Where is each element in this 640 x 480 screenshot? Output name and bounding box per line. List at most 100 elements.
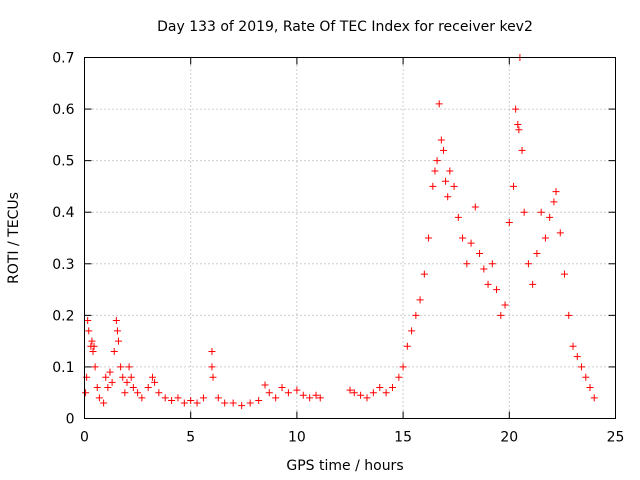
data-point bbox=[444, 193, 452, 201]
data-point bbox=[229, 399, 237, 407]
data-point bbox=[255, 396, 263, 404]
data-point bbox=[138, 394, 146, 402]
data-point bbox=[246, 399, 254, 407]
data-point bbox=[420, 270, 428, 278]
data-point bbox=[357, 391, 365, 399]
data-point bbox=[199, 394, 207, 402]
data-point bbox=[518, 146, 526, 154]
data-point bbox=[316, 394, 324, 402]
data-point bbox=[151, 378, 159, 386]
data-point bbox=[431, 167, 439, 175]
data-point bbox=[127, 373, 135, 381]
data-point bbox=[293, 386, 301, 394]
data-point bbox=[520, 208, 528, 216]
data-point bbox=[541, 234, 549, 242]
data-point bbox=[459, 234, 467, 242]
data-point bbox=[346, 386, 354, 394]
data-point bbox=[106, 368, 114, 376]
data-point bbox=[550, 198, 558, 206]
data-point bbox=[476, 249, 484, 257]
data-point bbox=[209, 373, 217, 381]
data-point bbox=[388, 384, 396, 392]
data-point bbox=[446, 167, 454, 175]
y-tick-label: 0.7 bbox=[52, 51, 74, 67]
data-point bbox=[537, 208, 545, 216]
y-tick-label: 0.6 bbox=[52, 102, 74, 118]
data-point bbox=[578, 363, 586, 371]
data-point bbox=[193, 399, 201, 407]
data-point bbox=[433, 157, 441, 165]
data-point bbox=[412, 311, 420, 319]
data-point bbox=[180, 399, 188, 407]
x-tick-label: 15 bbox=[394, 430, 412, 446]
y-tick-label: 0.4 bbox=[52, 205, 74, 221]
x-tick-label: 5 bbox=[186, 430, 195, 446]
data-point bbox=[312, 391, 320, 399]
x-tick-label: 20 bbox=[500, 430, 518, 446]
data-point bbox=[284, 389, 292, 397]
data-point bbox=[573, 353, 581, 361]
data-point bbox=[306, 394, 314, 402]
y-axis-label: ROTI / TECUs bbox=[6, 192, 22, 284]
x-tick-label: 0 bbox=[80, 430, 89, 446]
data-point bbox=[582, 373, 590, 381]
data-point bbox=[221, 399, 229, 407]
x-tick-label: 10 bbox=[288, 430, 306, 446]
data-point bbox=[129, 384, 137, 392]
data-point bbox=[429, 182, 437, 190]
plot-frame bbox=[84, 57, 616, 419]
data-point bbox=[501, 301, 509, 309]
y-tick-label: 0 bbox=[66, 412, 75, 428]
data-point bbox=[261, 381, 269, 389]
data-point bbox=[435, 100, 443, 108]
data-point bbox=[90, 342, 98, 350]
data-point bbox=[425, 234, 433, 242]
data-point bbox=[552, 188, 560, 196]
data-point bbox=[382, 389, 390, 397]
data-point bbox=[123, 378, 131, 386]
data-point bbox=[524, 260, 532, 268]
data-point bbox=[556, 229, 564, 237]
data-point bbox=[437, 136, 445, 144]
data-point bbox=[214, 394, 222, 402]
data-point bbox=[155, 389, 163, 397]
data-point bbox=[463, 260, 471, 268]
data-point bbox=[395, 373, 403, 381]
data-point bbox=[488, 260, 496, 268]
data-point bbox=[278, 384, 286, 392]
data-point bbox=[350, 389, 358, 397]
chart-title: Day 133 of 2019, Rate Of TEC Index for r… bbox=[157, 19, 533, 35]
data-point bbox=[238, 402, 246, 410]
y-tick-label: 0.1 bbox=[52, 360, 74, 376]
data-point bbox=[493, 286, 501, 294]
y-tick-label: 0.5 bbox=[52, 154, 74, 170]
data-point bbox=[208, 363, 216, 371]
data-point bbox=[442, 177, 450, 185]
data-point bbox=[416, 296, 424, 304]
data-point bbox=[408, 327, 416, 335]
data-point bbox=[376, 384, 384, 392]
x-tick-label: 25 bbox=[607, 430, 625, 446]
data-point bbox=[510, 182, 518, 190]
data-point bbox=[299, 391, 307, 399]
data-point bbox=[515, 126, 523, 134]
data-point bbox=[484, 280, 492, 288]
data-point bbox=[565, 311, 573, 319]
data-point bbox=[102, 373, 110, 381]
x-axis-label: GPS time / hours bbox=[286, 458, 403, 474]
data-point bbox=[104, 384, 112, 392]
data-point bbox=[514, 121, 522, 129]
data-point bbox=[112, 317, 120, 325]
data-point bbox=[265, 389, 273, 397]
data-point bbox=[208, 347, 216, 355]
data-point bbox=[174, 394, 182, 402]
data-point bbox=[187, 396, 195, 404]
data-point bbox=[85, 327, 93, 335]
data-point bbox=[119, 373, 127, 381]
data-points bbox=[82, 54, 598, 410]
data-point bbox=[117, 363, 125, 371]
data-point bbox=[95, 394, 103, 402]
data-point bbox=[439, 146, 447, 154]
data-point bbox=[512, 105, 520, 113]
